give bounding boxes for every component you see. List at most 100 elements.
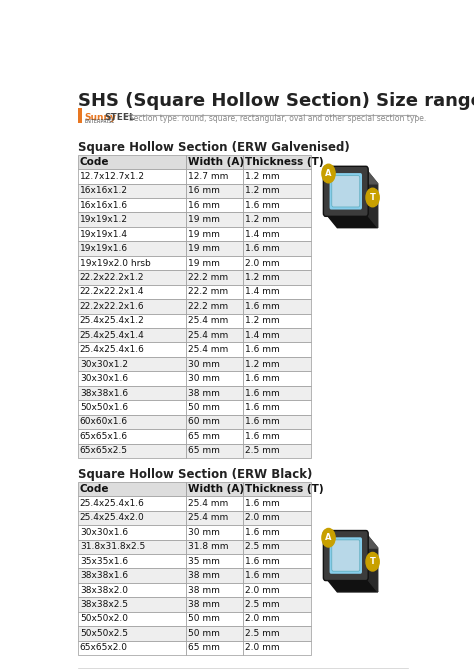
Bar: [243, 568, 311, 583]
FancyBboxPatch shape: [323, 531, 368, 581]
Bar: [186, 212, 243, 227]
Bar: [186, 227, 243, 241]
Text: 1.4 mm: 1.4 mm: [245, 287, 280, 296]
Bar: [243, 429, 311, 444]
Text: 22.2 mm: 22.2 mm: [188, 273, 228, 282]
Bar: [78, 511, 186, 525]
Text: 2.0 mm: 2.0 mm: [245, 259, 280, 267]
Text: 65 mm: 65 mm: [188, 643, 220, 653]
Text: 25.4 mm: 25.4 mm: [188, 345, 228, 354]
Text: 38 mm: 38 mm: [188, 600, 220, 609]
Bar: [243, 169, 311, 184]
Bar: [78, 429, 186, 444]
Text: A: A: [325, 169, 332, 178]
Bar: [243, 598, 311, 612]
Text: 19 mm: 19 mm: [188, 259, 220, 267]
Text: 50 mm: 50 mm: [188, 403, 220, 412]
Text: 1.6 mm: 1.6 mm: [245, 244, 280, 253]
Text: 19 mm: 19 mm: [188, 230, 220, 239]
Text: Width (A): Width (A): [188, 484, 244, 494]
Text: 50x50x2.0: 50x50x2.0: [80, 614, 128, 624]
Text: 1.6 mm: 1.6 mm: [245, 432, 280, 441]
Text: 50x50x1.6: 50x50x1.6: [80, 403, 128, 412]
Text: 38 mm: 38 mm: [188, 571, 220, 580]
Text: 19 mm: 19 mm: [188, 215, 220, 224]
Bar: [243, 184, 311, 198]
Text: 30x30x1.6: 30x30x1.6: [80, 374, 128, 383]
Text: 1.6 mm: 1.6 mm: [245, 557, 280, 565]
Text: 30 mm: 30 mm: [188, 360, 220, 368]
Bar: [78, 626, 186, 641]
Bar: [78, 198, 186, 212]
Bar: [243, 328, 311, 342]
Text: 25.4 mm: 25.4 mm: [188, 316, 228, 326]
Text: 1.6 mm: 1.6 mm: [245, 389, 280, 397]
Polygon shape: [326, 533, 378, 548]
Text: 1.6 mm: 1.6 mm: [245, 528, 280, 537]
Bar: [78, 400, 186, 415]
Text: ENTERPRISE: ENTERPRISE: [84, 119, 115, 123]
Bar: [186, 583, 243, 598]
Bar: [243, 641, 311, 655]
Bar: [243, 583, 311, 598]
Bar: [78, 184, 186, 198]
Bar: [243, 554, 311, 568]
Bar: [186, 612, 243, 626]
Bar: [78, 169, 186, 184]
Bar: [78, 598, 186, 612]
Bar: [78, 386, 186, 400]
Text: 16x16x1.2: 16x16x1.2: [80, 186, 128, 195]
Text: 2.5 mm: 2.5 mm: [245, 446, 280, 456]
Text: 22.2x22.2x1.2: 22.2x22.2x1.2: [80, 273, 144, 282]
Text: Square Hollow Section (ERW Galvenised): Square Hollow Section (ERW Galvenised): [78, 141, 349, 154]
Text: 2.0 mm: 2.0 mm: [245, 614, 280, 624]
Text: 2.5 mm: 2.5 mm: [245, 542, 280, 551]
Text: 38 mm: 38 mm: [188, 586, 220, 594]
Text: 12.7x12.7x1.2: 12.7x12.7x1.2: [80, 172, 145, 181]
Bar: [78, 256, 186, 270]
Bar: [243, 357, 311, 371]
Text: 25.4x25.4x2.0: 25.4x25.4x2.0: [80, 513, 145, 523]
Circle shape: [322, 164, 335, 183]
Bar: [243, 626, 311, 641]
Bar: [78, 227, 186, 241]
Text: 22.2x22.2x1.4: 22.2x22.2x1.4: [80, 287, 144, 296]
Text: 1.4 mm: 1.4 mm: [245, 331, 280, 340]
Text: 35 mm: 35 mm: [188, 557, 220, 565]
Bar: [186, 482, 243, 496]
Bar: [186, 256, 243, 270]
Bar: [186, 357, 243, 371]
Circle shape: [322, 529, 335, 547]
Bar: [78, 212, 186, 227]
Circle shape: [366, 188, 379, 207]
Bar: [78, 155, 186, 169]
Text: 25.4x25.4x1.4: 25.4x25.4x1.4: [80, 331, 145, 340]
FancyBboxPatch shape: [323, 166, 368, 216]
Bar: [186, 554, 243, 568]
Text: 1.6 mm: 1.6 mm: [245, 403, 280, 412]
Bar: [186, 568, 243, 583]
Polygon shape: [326, 170, 378, 184]
Text: A: A: [325, 533, 332, 542]
Text: 2.0 mm: 2.0 mm: [245, 586, 280, 594]
Text: 22.2x22.2x1.6: 22.2x22.2x1.6: [80, 302, 145, 311]
Text: 50 mm: 50 mm: [188, 614, 220, 624]
Bar: [243, 386, 311, 400]
Bar: [78, 583, 186, 598]
Text: 25.4 mm: 25.4 mm: [188, 513, 228, 523]
Text: 65x65x2.0: 65x65x2.0: [80, 643, 128, 653]
Bar: [186, 270, 243, 285]
Text: 65 mm: 65 mm: [188, 432, 220, 441]
Text: 19 mm: 19 mm: [188, 244, 220, 253]
Bar: [186, 386, 243, 400]
Bar: [243, 155, 311, 169]
FancyBboxPatch shape: [329, 537, 362, 574]
Text: 12.7 mm: 12.7 mm: [188, 172, 228, 181]
Text: 1.6 mm: 1.6 mm: [245, 499, 280, 508]
Bar: [78, 241, 186, 256]
FancyBboxPatch shape: [329, 173, 362, 210]
Bar: [243, 539, 311, 554]
Bar: [78, 328, 186, 342]
Bar: [243, 314, 311, 328]
Text: 1.2 mm: 1.2 mm: [245, 215, 280, 224]
